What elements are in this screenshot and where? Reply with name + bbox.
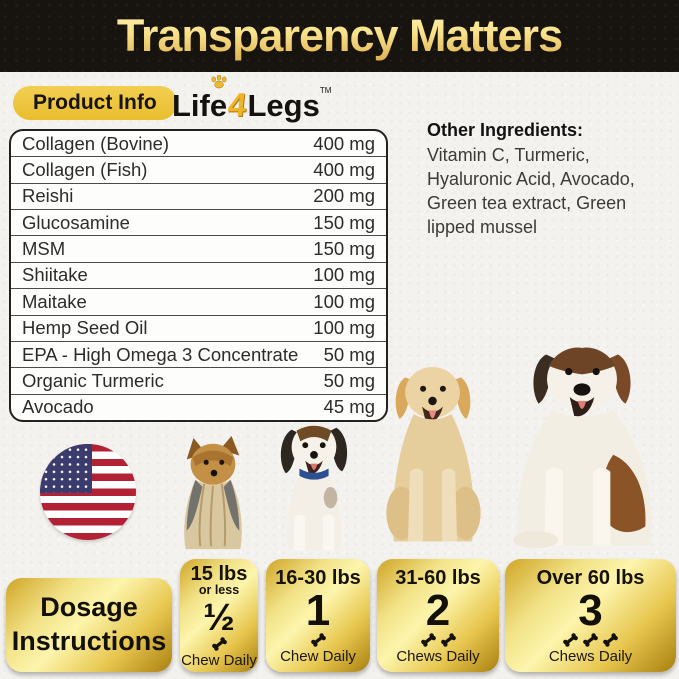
weight-label: 15 lbs — [190, 563, 248, 586]
chew-frequency: Chew Daily — [280, 647, 356, 665]
ingredient-amount: 400 mg — [313, 159, 375, 181]
table-row: Collagen (Bovine) 400 mg — [11, 131, 386, 158]
chew-frequency: Chew Daily — [181, 651, 257, 669]
chew-count: ½ — [203, 596, 235, 639]
table-row: Shiitake 100 mg — [11, 263, 386, 290]
bone-icons — [310, 633, 327, 647]
chew-count: 2 — [425, 586, 451, 636]
us-flag-canton — [40, 444, 92, 494]
ingredient-name: MSM — [22, 238, 66, 260]
page-title: Transparency Matters — [116, 10, 563, 61]
ingredient-name: Organic Turmeric — [22, 369, 164, 391]
golden-retriever-image — [374, 351, 492, 549]
bone-icon — [420, 633, 436, 647]
table-row: Collagen (Fish) 400 mg — [11, 157, 386, 184]
beagle-puppy-image — [274, 418, 354, 554]
dosage-title: Dosage Instructions — [11, 592, 167, 656]
ingredient-amount: 100 mg — [313, 264, 375, 286]
bone-icon — [563, 633, 578, 647]
top-banner: Transparency Matters — [0, 0, 679, 72]
table-row: MSM 150 mg — [11, 236, 386, 263]
weight-label: 16-30 lbs — [275, 567, 361, 590]
ingredient-amount: 400 mg — [313, 132, 375, 154]
saint-bernard-image — [489, 330, 675, 552]
table-row: Avocado 45 mg — [11, 395, 386, 420]
us-flag-icon — [40, 444, 136, 540]
ingredient-name: Reishi — [22, 185, 74, 207]
table-row: Organic Turmeric 50 mg — [11, 368, 386, 395]
chew-frequency: Chews Daily — [548, 647, 633, 665]
ingredient-name: Maitake — [22, 290, 87, 312]
weight-note: or less — [198, 583, 240, 598]
bone-icon — [440, 633, 456, 647]
ingredient-amount: 50 mg — [323, 369, 375, 391]
ingredient-amount: 100 mg — [313, 290, 375, 312]
bone-icon — [211, 637, 227, 651]
weight-label: 31-60 lbs — [395, 567, 481, 590]
dosage-card-31-60lbs: 31-60 lbs 2 Chews Daily — [377, 559, 499, 672]
bone-icon — [603, 633, 618, 647]
brand-logo: Life 4 Legs TM — [172, 75, 332, 124]
ingredient-amount: 45 mg — [323, 396, 375, 418]
chew-frequency: Chews Daily — [396, 647, 480, 665]
dosage-card-16-30lbs: 16-30 lbs 1 Chew Daily — [266, 559, 370, 672]
chew-count: 3 — [578, 586, 603, 636]
dosage-instructions-card: Dosage Instructions — [6, 578, 172, 672]
ingredient-name: Shiitake — [22, 264, 88, 286]
ingredient-amount: 200 mg — [313, 185, 375, 207]
ingredient-name: EPA - High Omega 3 Concentrate — [22, 343, 299, 365]
bone-icons — [420, 633, 457, 647]
ingredient-amount: 150 mg — [313, 211, 375, 233]
dosage-card-15lbs: 15 lbs or less ½ Chew Daily — [180, 559, 258, 672]
table-row: Reishi 200 mg — [11, 184, 386, 211]
table-row: Glucosamine 150 mg — [11, 210, 386, 237]
bone-icons — [562, 633, 619, 647]
ingredient-amount: 100 mg — [313, 317, 375, 339]
brand-number-four: 4 — [226, 86, 249, 123]
bone-icon — [583, 633, 598, 647]
ingredient-name: Collagen (Bovine) — [22, 132, 170, 154]
other-ingredients-block: Other Ingredients: Vitamin C, Turmeric, … — [427, 120, 669, 240]
dosage-card-over60lbs: Over 60 lbs 3 Chews Daily — [505, 559, 676, 672]
table-row: Maitake 100 mg — [11, 289, 386, 316]
ingredient-amount: 150 mg — [313, 238, 375, 260]
table-row: EPA - High Omega 3 Concentrate 50 mg — [11, 342, 386, 369]
paw-icon — [211, 75, 227, 89]
product-info-label: Product Info — [33, 91, 157, 114]
other-ingredients-title: Other Ingredients: — [427, 120, 584, 140]
brand-word-legs: Legs — [247, 88, 320, 123]
weight-label: Over 60 lbs — [536, 567, 645, 590]
ingredient-name: Collagen (Fish) — [22, 159, 148, 181]
trademark-symbol: TM — [319, 86, 332, 95]
other-ingredients-text: Vitamin C, Turmeric, Hyaluronic Acid, Av… — [427, 145, 635, 237]
brand-word-life: Life — [172, 88, 228, 123]
ingredient-name: Glucosamine — [22, 211, 130, 233]
product-info-badge: Product Info — [13, 86, 177, 120]
chew-count: 1 — [305, 586, 331, 636]
ingredient-name: Avocado — [22, 396, 94, 418]
bone-icons — [211, 637, 228, 651]
ingredient-name: Hemp Seed Oil — [22, 317, 148, 339]
yorkshire-terrier-image — [174, 436, 252, 553]
table-row: Hemp Seed Oil 100 mg — [11, 316, 386, 342]
bone-icon — [310, 633, 326, 647]
ingredient-amount: 50 mg — [323, 343, 375, 365]
ingredients-table: Collagen (Bovine) 400 mg Collagen (Fish)… — [9, 129, 388, 422]
